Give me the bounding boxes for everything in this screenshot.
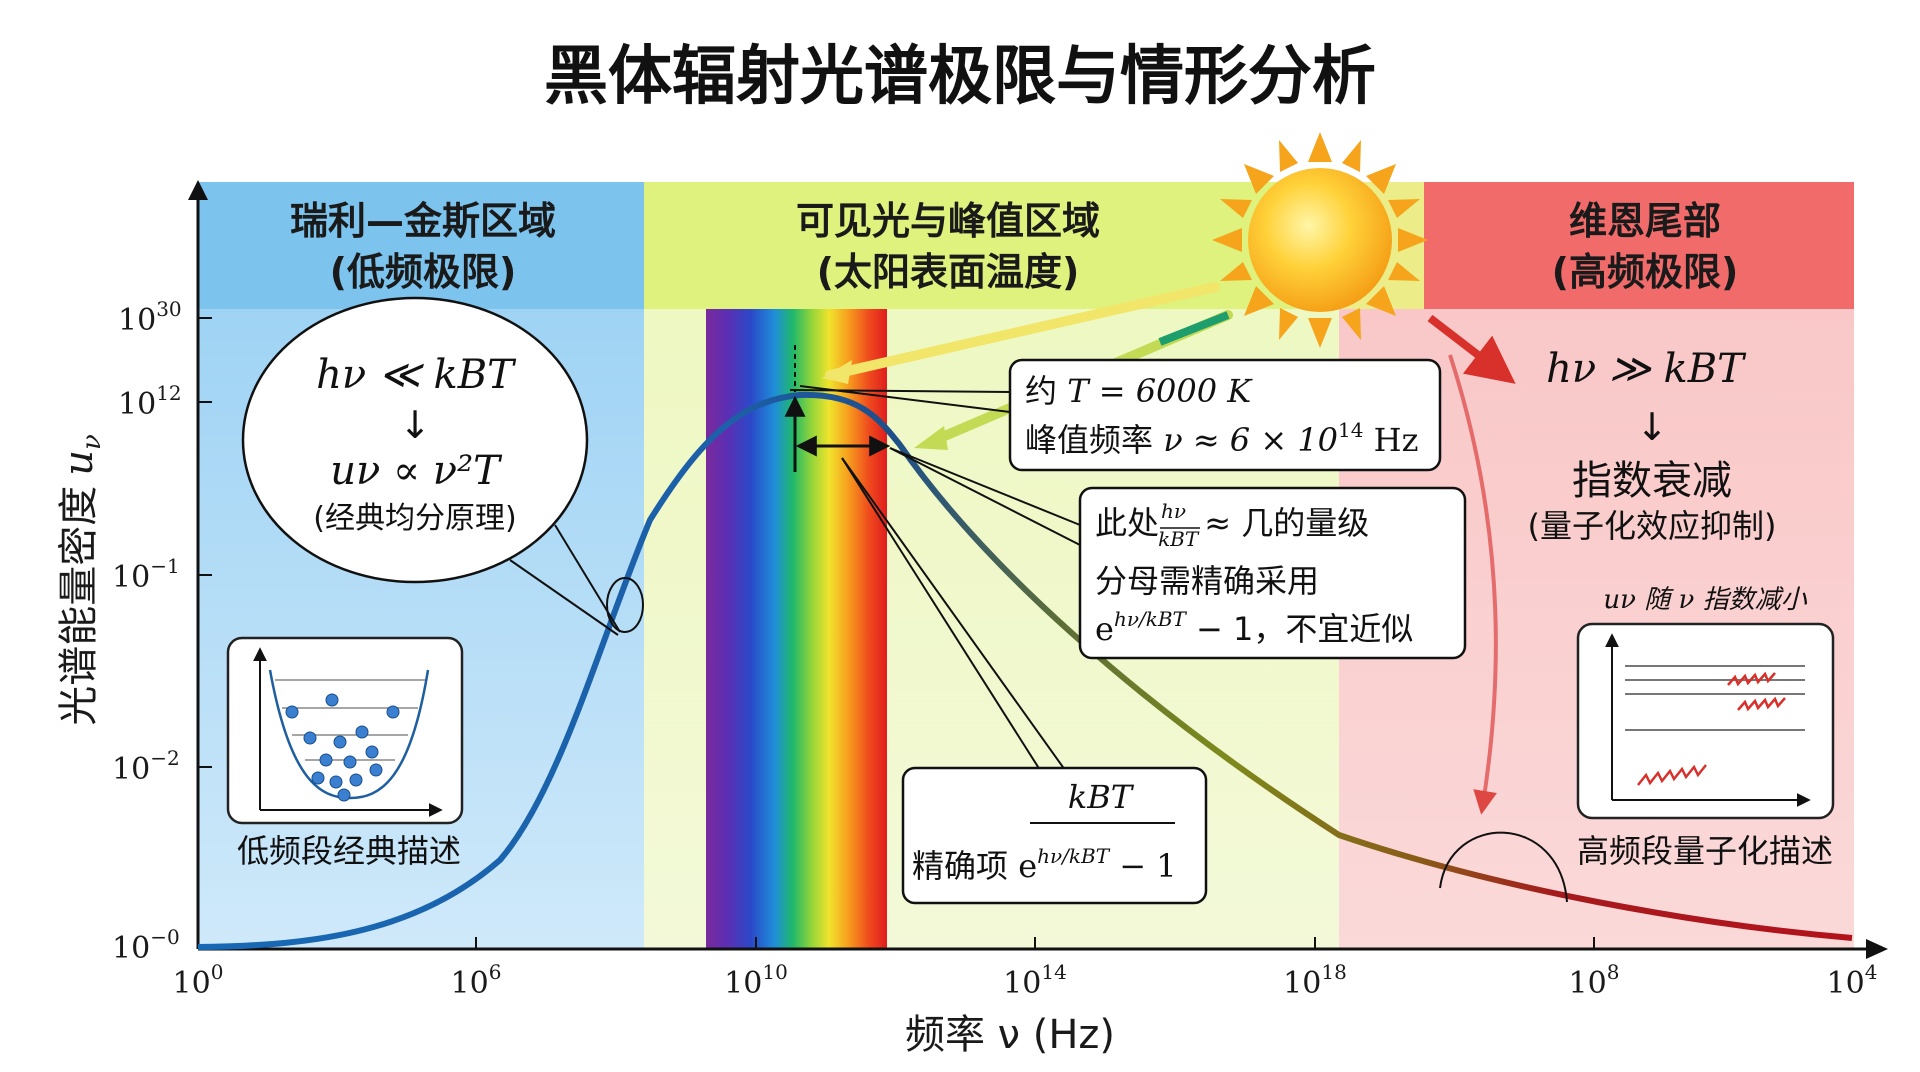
- sun-arrow-to-tail: [1448, 354, 1498, 815]
- peak-temperature: 约 T = 6000 K: [1025, 372, 1253, 410]
- wien-condition: hν ≫ kBT: [1546, 346, 1747, 392]
- approx-line3: ehν/kBT − 1，不宜近似: [1095, 607, 1413, 648]
- y-tick-label: 10−1: [112, 554, 180, 595]
- wien-inset-caption: 高频段量子化描述: [1577, 832, 1833, 870]
- x-axis-arrow: [1866, 939, 1888, 959]
- planck-curve: [197, 391, 1853, 950]
- y-tick-label: 10−0: [112, 925, 180, 966]
- peak-region-title: 可见光与峰值区域: [796, 199, 1100, 243]
- y-ticks: 1030 1012 10−1 10−2 10−0: [112, 297, 212, 966]
- wien-region-title: 维恩尾部: [1569, 199, 1721, 243]
- rj-inset-caption: 低频段经典描述: [237, 832, 461, 870]
- approx-info-box: [1078, 486, 1467, 660]
- x-tick-label: 104: [1827, 960, 1878, 1001]
- page-title: 黑体辐射光谱极限与情形分析: [544, 40, 1376, 114]
- energy-levels-icon: [1605, 633, 1811, 807]
- x-axis-label: 频率 ν (Hz): [905, 1012, 1115, 1058]
- rj-zoom-circle: [606, 577, 644, 633]
- wien-arrow: ↓: [1636, 405, 1668, 449]
- rj-region-title: 瑞利—金斯区域: [290, 199, 556, 243]
- x-tick-label: 108: [1569, 960, 1620, 1001]
- wien-inset-box: [1576, 622, 1835, 820]
- exact-denominator: 精确项 ehν/kBT − 1: [912, 844, 1177, 885]
- wien-result: 指数衰减: [1572, 458, 1732, 504]
- y-tick-label: 1012: [118, 381, 182, 422]
- peak-info-box: [1008, 358, 1442, 472]
- sun-arrow-to-peak: [825, 282, 1220, 380]
- peak-region-subtitle: (太阳表面温度): [817, 250, 1080, 294]
- rj-law-note: (经典均分原理): [313, 501, 516, 536]
- wien-note: (量子化效应抑制): [1528, 507, 1777, 545]
- x-tick-label: 1010: [724, 960, 788, 1001]
- y-axis-arrow: [188, 180, 208, 200]
- wien-region-header: [1424, 182, 1854, 309]
- exact-term-box: [901, 766, 1208, 905]
- rj-condition-bubble: [241, 296, 589, 584]
- x-tick-label: 1018: [1283, 960, 1347, 1001]
- rj-region-header: [198, 182, 644, 309]
- rj-inset-box: [226, 636, 464, 825]
- approx-line2: 分母需精确采用: [1095, 562, 1319, 600]
- rj-arrow: ↓: [399, 403, 431, 447]
- x-tick-label: 100: [173, 960, 224, 1001]
- wien-inset-label: uν 随 ν 指数减小: [1603, 585, 1807, 615]
- sun-arrow-to-wien: [1427, 314, 1516, 384]
- sun-icon: [1212, 132, 1428, 348]
- wien-region-subtitle: (高频极限): [1552, 250, 1739, 294]
- x-tick-label: 1014: [1003, 960, 1067, 1001]
- approx-line1: 此处 hν kBT ≈ 几的量级: [1095, 499, 1369, 551]
- exact-numerator: kBT: [1068, 778, 1135, 816]
- potential-well-icon: [253, 647, 443, 817]
- x-ticks: 100 106 1010 1014 1018 108 104: [173, 937, 1878, 1001]
- x-tick-label: 106: [451, 960, 502, 1001]
- peak-frequency: 峰值频率 ν ≈ 6 × 1014 Hz: [1025, 418, 1418, 459]
- rj-law: uν ∝ ν²T: [330, 448, 503, 494]
- y-tick-label: 10−2: [112, 746, 180, 787]
- rj-condition: hν ≪ kBT: [316, 352, 517, 398]
- sun-arrow-green: [1158, 311, 1230, 346]
- rj-region-subtitle: (低频极限): [330, 250, 517, 294]
- y-axis-label: 光谱能量密度uν: [56, 434, 107, 726]
- wien-zoom-arc: [1439, 831, 1568, 903]
- y-tick-label: 1030: [118, 297, 182, 338]
